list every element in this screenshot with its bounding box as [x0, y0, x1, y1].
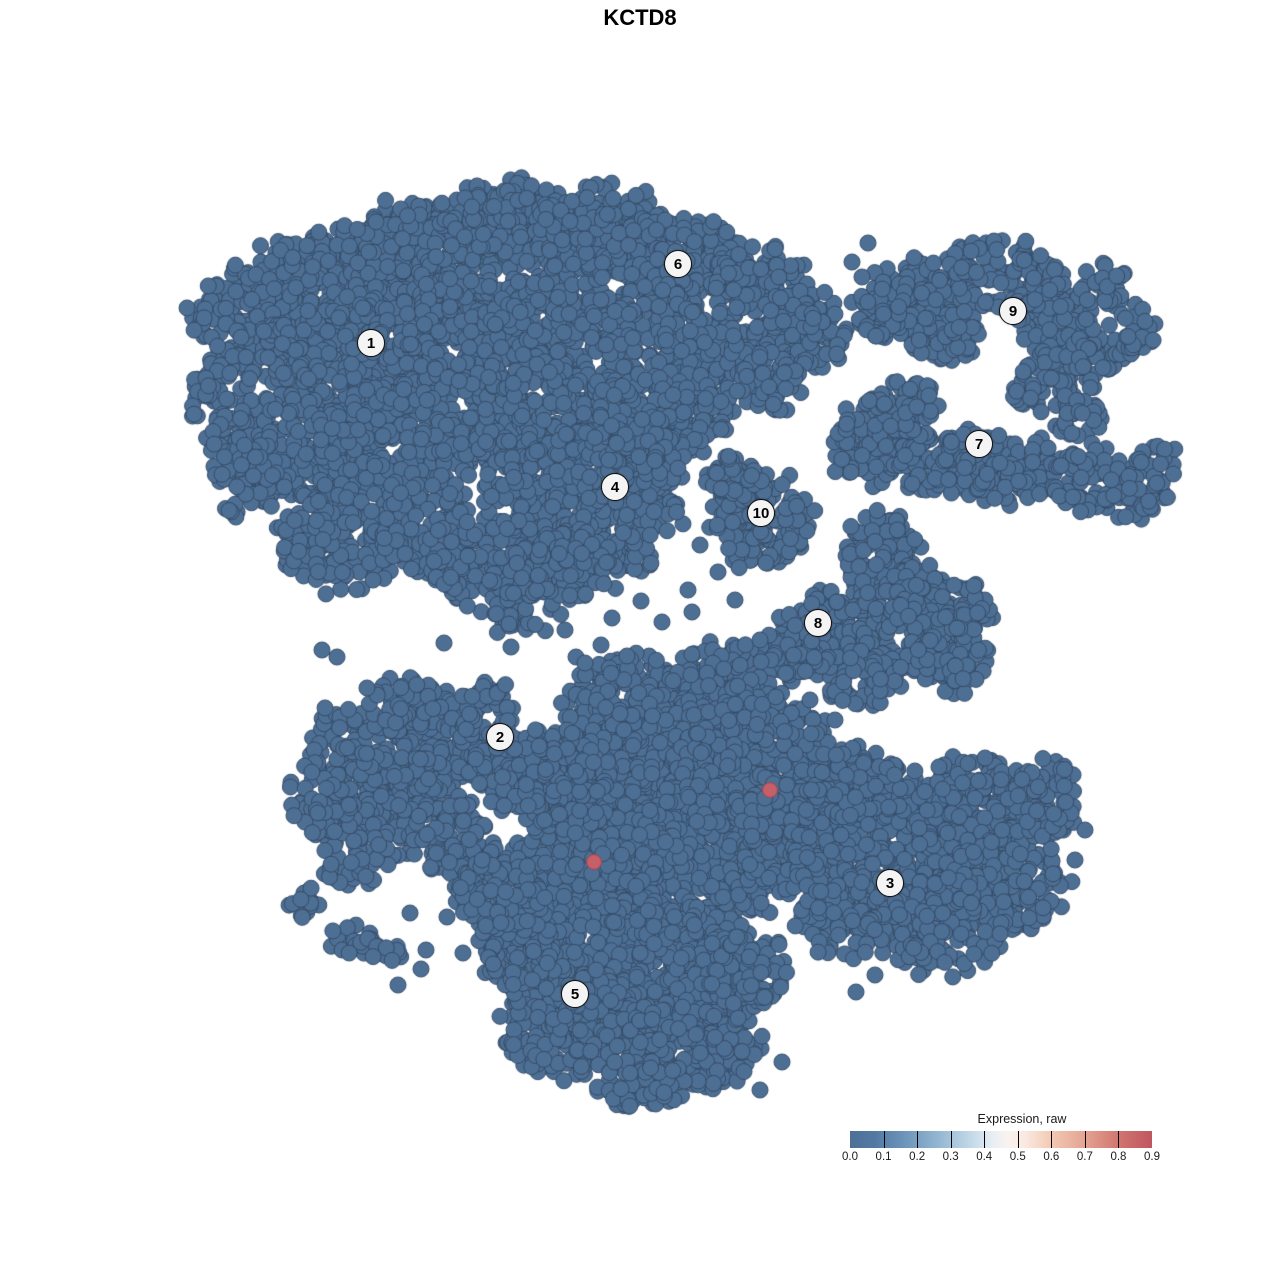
legend-tick-label: 0.4 — [976, 1151, 993, 1163]
legend-colorbar — [850, 1131, 1152, 1148]
legend-tick-label: 0.7 — [1076, 1151, 1093, 1163]
legend-tick-mark — [950, 1131, 952, 1148]
legend-tick-label: 0.9 — [1144, 1151, 1160, 1163]
expression-legend: Expression, raw 0.0 0.1 0.2 0.3 0.4 0.5 0.6 0.7… — [842, 1112, 1160, 1165]
legend-tick-mark — [1084, 1131, 1086, 1148]
legend-tick-mark — [883, 1131, 885, 1148]
legend-tick-label: 0.0 — [842, 1151, 858, 1163]
legend-tick-label: 0.1 — [875, 1151, 892, 1163]
legend-tick-labels: 0.0 0.1 0.2 0.3 0.4 0.5 0.6 0.7 0.8 0.9 — [842, 1151, 1160, 1165]
legend-tick-label: 0.8 — [1110, 1151, 1127, 1163]
legend-tick-mark — [1017, 1131, 1019, 1148]
legend-tick-label: 0.3 — [942, 1151, 959, 1163]
legend-tick-label: 0.5 — [1009, 1151, 1026, 1163]
legend-tick-label: 0.6 — [1043, 1151, 1060, 1163]
legend-tick-mark — [984, 1131, 986, 1148]
legend-title: Expression, raw — [977, 1112, 1067, 1126]
legend-tick-mark — [1051, 1131, 1053, 1148]
legend-tick-mark — [1118, 1131, 1120, 1148]
legend-tick-label: 0.2 — [909, 1151, 926, 1163]
legend-tick-mark — [917, 1131, 919, 1148]
